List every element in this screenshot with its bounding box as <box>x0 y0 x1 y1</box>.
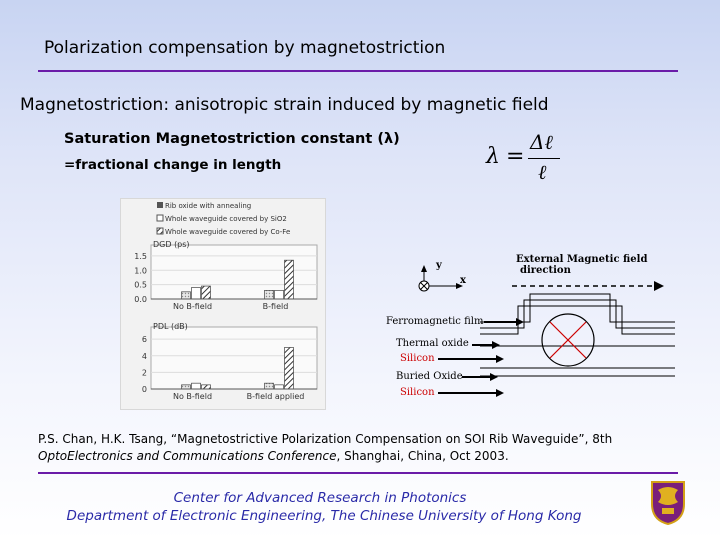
pdl-chart: PDL (dB) 6 4 2 0 No B-field B-field applied <box>142 322 318 401</box>
chart-title-1: PDL (dB) <box>153 322 188 331</box>
chart-legend: Rib oxide with annealing Whole waveguide… <box>156 202 290 236</box>
footer-divider <box>38 472 678 474</box>
chart-title-0: DGD (ps) <box>153 240 190 249</box>
legend-swatch-rib <box>157 202 163 208</box>
reference: P.S. Chan, H.K. Tsang, “Magnetostrictive… <box>38 431 678 465</box>
equation-numerator: Δℓ <box>530 130 553 154</box>
x-label-0-0: No B-field <box>173 302 212 311</box>
pointer-silicon-1-head <box>496 355 504 363</box>
equation: λ = Δℓ ℓ <box>484 130 574 190</box>
mode-cross-b <box>549 321 587 359</box>
x-label-1-0: No B-field <box>173 392 212 401</box>
pointer-ferromagnetic-head <box>516 318 524 326</box>
layer-line-3 <box>480 305 675 335</box>
equation-lhs: λ <box>486 144 500 169</box>
slide-title: Polarization compensation by magnetostri… <box>44 38 446 58</box>
bar-0-0-0 <box>181 291 191 300</box>
bar-1-1-2 <box>284 347 294 390</box>
axis-label-y: y <box>436 260 442 271</box>
z-axis-cross-b <box>420 282 428 290</box>
crest-emblem <box>658 487 678 505</box>
equation-denominator: ℓ <box>538 160 547 184</box>
legend-swatch-sio2 <box>156 214 164 222</box>
diagram-svg <box>418 265 675 397</box>
label-buried-oxide: Buried Oxide <box>396 371 463 382</box>
label-thermal-oxide: Thermal oxide <box>396 338 469 349</box>
reference-location: , Shanghai, China, Oct 2003. <box>336 449 509 463</box>
pointer-thermal-head <box>492 341 500 349</box>
label-silicon-2: Silicon <box>400 387 435 398</box>
y-tick-0-1: 1.0 <box>134 266 147 275</box>
y-tick-0-3: 0.0 <box>134 295 147 304</box>
subtitle: Magnetostriction: anisotropic strain ind… <box>20 95 549 115</box>
bar-1-1-0 <box>264 382 274 390</box>
crest-svg <box>651 481 685 526</box>
pointer-buried-head <box>490 373 498 381</box>
field-label-2: direction <box>520 265 571 276</box>
axis-label-x: x <box>460 275 466 286</box>
label-ferromagnetic: Ferromagnetic film <box>386 316 484 327</box>
bar-0-1-0 <box>264 290 274 300</box>
footer-center-name: Center for Advanced Research in Photonic… <box>173 490 467 506</box>
dgd-chart: DGD (ps) 1.5 1.0 0.5 0.0 No B-field B-field <box>134 240 318 311</box>
bar-0-0-1 <box>191 287 201 300</box>
x-label-0-1: B-field <box>263 302 289 311</box>
layer-line-2 <box>480 299 675 329</box>
bar-1-1-1 <box>274 384 284 390</box>
bar-1-0-0 <box>181 384 191 390</box>
bar-1-0-1 <box>191 382 201 390</box>
y-tick-1-1: 4 <box>142 352 147 361</box>
crest-base <box>662 508 674 514</box>
footer-department: Department of Electronic Engineering, Th… <box>66 508 582 524</box>
charts-svg: Rib oxide with annealing Whole waveguide… <box>134 202 318 401</box>
bar-0-0-2 <box>201 285 211 300</box>
reference-conference: OptoElectronics and Communications Confe… <box>38 449 337 463</box>
y-axis-arrowhead <box>421 265 427 272</box>
fractional-change-line: =fractional change in length <box>64 157 282 173</box>
bar-0-1-2 <box>284 259 294 300</box>
layer-line-1 <box>480 293 675 323</box>
legend-label-sio2: Whole waveguide covered by SiO2 <box>165 215 287 223</box>
field-label-1: External Magnetic field <box>516 254 648 265</box>
title-divider <box>38 70 678 72</box>
legend-label-rib: Rib oxide with annealing <box>165 202 251 210</box>
legend-swatch-cofe <box>156 227 164 235</box>
label-silicon-1: Silicon <box>400 353 435 364</box>
cuhk-crest-icon <box>648 478 688 526</box>
saturation-constant-line: Saturation Magnetostriction constant (λ) <box>64 131 400 147</box>
bar-0-1-1 <box>274 290 284 300</box>
equation-equals: = <box>506 144 525 169</box>
reference-line-2: OptoElectronics and Communications Confe… <box>38 448 678 465</box>
optical-mode-circle <box>541 313 595 367</box>
x-axis-arrowhead <box>456 283 463 289</box>
waveguide-diagram: y x External Magnetic field direction Fe… <box>380 250 680 410</box>
chart-panel: Rib oxide with annealing Whole waveguide… <box>120 198 326 410</box>
fraction-bar <box>528 158 560 159</box>
y-tick-1-2: 2 <box>142 368 147 377</box>
reference-line-1: P.S. Chan, H.K. Tsang, “Magnetostrictive… <box>38 432 613 446</box>
legend-label-cofe: Whole waveguide covered by Co-Fe <box>165 228 290 236</box>
y-tick-1-0: 6 <box>142 335 147 344</box>
y-tick-0-2: 0.5 <box>134 281 147 290</box>
y-tick-1-3: 0 <box>142 385 147 394</box>
field-arrowhead <box>654 281 664 291</box>
y-tick-0-0: 1.5 <box>134 252 147 261</box>
pointer-silicon-2-head <box>496 389 504 397</box>
bar-1-0-2 <box>201 384 211 390</box>
x-label-1-1: B-field applied <box>247 392 305 401</box>
